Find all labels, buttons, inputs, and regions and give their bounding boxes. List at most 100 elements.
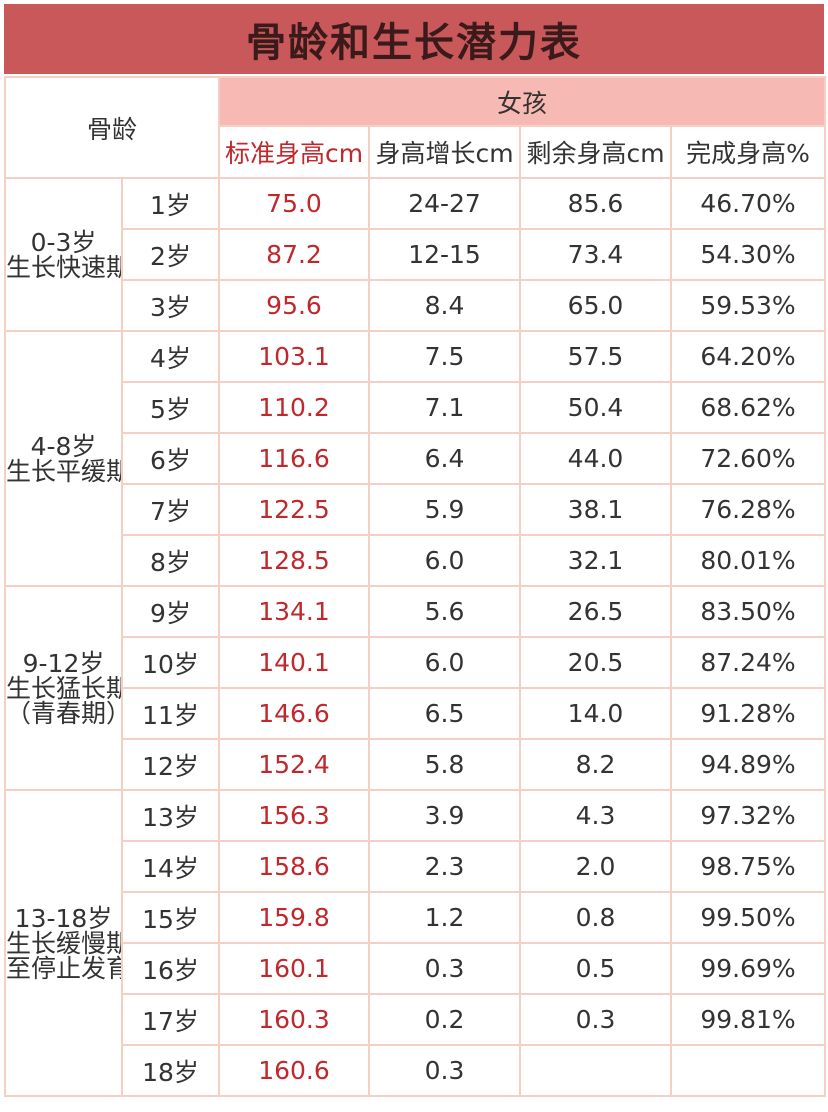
remaining-cell: 4.3 — [519, 789, 673, 842]
standard-height-cell: 122.5 — [218, 483, 371, 536]
table-row: 17岁 160.3 0.2 0.3 99.81% — [5, 993, 827, 1046]
table-row: 0-3岁 生长快速期 1岁 75.0 24-27 85.6 46.70% — [4, 177, 827, 332]
stage-label: 9-12岁 生长猛长期 （青春期） — [4, 585, 123, 791]
growth-cell: 12-15 — [368, 228, 522, 281]
age-cell: 16岁 — [120, 942, 221, 995]
complete-cell: 64.20% — [670, 330, 827, 383]
table-row: 11岁 146.6 6.5 14.0 91.28% — [5, 687, 827, 740]
remaining-cell: 32.1 — [519, 534, 673, 587]
standard-height-cell: 156.3 — [218, 789, 371, 842]
age-cell: 14岁 — [120, 840, 221, 893]
standard-height-cell: 160.6 — [218, 1044, 371, 1097]
standard-height-cell: 75.0 — [218, 177, 371, 230]
age-cell: 6岁 — [120, 432, 221, 485]
standard-height-cell: 128.5 — [218, 534, 371, 587]
header-group-girls: 女孩 — [218, 76, 827, 127]
growth-cell: 8.4 — [368, 279, 522, 332]
age-cell: 15岁 — [120, 891, 221, 944]
standard-height-cell: 95.6 — [218, 279, 371, 332]
standard-height-cell: 146.6 — [218, 687, 371, 740]
complete-cell: 80.01% — [670, 534, 827, 587]
age-cell: 3岁 — [120, 279, 221, 332]
growth-cell: 3.9 — [368, 789, 522, 842]
table-row: 6岁 116.6 6.4 44.0 72.60% — [5, 432, 827, 485]
remaining-cell: 57.5 — [519, 330, 673, 383]
standard-height-cell: 158.6 — [218, 840, 371, 893]
complete-cell: 87.24% — [670, 636, 827, 689]
complete-cell: 83.50% — [670, 585, 827, 638]
table-row: 4-8岁 生长平缓期 4岁 103.1 7.5 57.5 64.20% — [4, 330, 827, 587]
table-row: 9-12岁 生长猛长期 （青春期） 9岁 134.1 5.6 26.5 83.5… — [4, 585, 827, 791]
age-cell: 13岁 — [120, 789, 221, 842]
remaining-cell: 26.5 — [519, 585, 673, 638]
standard-height-cell: 103.1 — [218, 330, 371, 383]
remaining-cell: 0.5 — [519, 942, 673, 995]
complete-cell: 46.70% — [670, 177, 827, 230]
growth-cell: 6.4 — [368, 432, 522, 485]
table-row: 10岁 140.1 6.0 20.5 87.24% — [5, 636, 827, 689]
standard-height-cell: 140.1 — [218, 636, 371, 689]
age-cell: 11岁 — [120, 687, 221, 740]
column-header: 身高增长cm — [368, 125, 522, 179]
stage-label: 4-8岁 生长平缓期 — [4, 330, 123, 587]
remaining-cell: 44.0 — [519, 432, 673, 485]
table-row: 18岁 160.6 0.3 — [5, 1044, 827, 1097]
column-header: 完成身高% — [670, 125, 827, 179]
table-row: 12岁 152.4 5.8 8.2 94.89% — [5, 738, 827, 791]
complete-cell: 98.75% — [670, 840, 827, 893]
table-row: 8岁 128.5 6.0 32.1 80.01% — [5, 534, 827, 587]
remaining-cell: 0.8 — [519, 891, 673, 944]
complete-cell: 68.62% — [670, 381, 827, 434]
remaining-cell: 2.0 — [519, 840, 673, 893]
complete-cell: 94.89% — [670, 738, 827, 791]
complete-cell: 99.50% — [670, 891, 827, 944]
page-title: 骨龄和生长潜力表 — [4, 4, 824, 74]
standard-height-cell: 116.6 — [218, 432, 371, 485]
standard-height-cell: 159.8 — [218, 891, 371, 944]
complete-cell: 99.81% — [670, 993, 827, 1046]
age-cell: 1岁 — [120, 177, 221, 230]
age-cell: 9岁 — [120, 585, 221, 638]
growth-cell: 0.2 — [368, 993, 522, 1046]
complete-cell: 72.60% — [670, 432, 827, 485]
remaining-cell: 0.3 — [519, 993, 673, 1046]
stage-label: 13-18岁 生长缓慢期 至停止发育 — [4, 789, 123, 1097]
table-row: 7岁 122.5 5.9 38.1 76.28% — [5, 483, 827, 536]
age-cell: 18岁 — [120, 1044, 221, 1097]
column-header: 标准身高cm — [218, 125, 371, 179]
remaining-cell — [519, 1044, 673, 1097]
table-row: 16岁 160.1 0.3 0.5 99.69% — [5, 942, 827, 995]
table-row: 3岁 95.6 8.4 65.0 59.53% — [5, 279, 827, 332]
remaining-cell: 73.4 — [519, 228, 673, 281]
age-cell: 2岁 — [120, 228, 221, 281]
growth-cell: 0.3 — [368, 942, 522, 995]
standard-height-cell: 160.3 — [218, 993, 371, 1046]
growth-cell: 0.3 — [368, 1044, 522, 1097]
standard-height-cell: 160.1 — [218, 942, 371, 995]
stage-label: 0-3岁 生长快速期 — [4, 177, 123, 332]
complete-cell: 97.32% — [670, 789, 827, 842]
growth-cell: 6.5 — [368, 687, 522, 740]
complete-cell: 76.28% — [670, 483, 827, 536]
table-row: 15岁 159.8 1.2 0.8 99.50% — [5, 891, 827, 944]
age-cell: 7岁 — [120, 483, 221, 536]
remaining-cell: 14.0 — [519, 687, 673, 740]
growth-cell: 6.0 — [368, 534, 522, 587]
standard-height-cell: 152.4 — [218, 738, 371, 791]
age-cell: 12岁 — [120, 738, 221, 791]
growth-cell: 7.1 — [368, 381, 522, 434]
growth-cell: 5.9 — [368, 483, 522, 536]
remaining-cell: 65.0 — [519, 279, 673, 332]
growth-cell: 2.3 — [368, 840, 522, 893]
age-cell: 4岁 — [120, 330, 221, 383]
standard-height-cell: 134.1 — [218, 585, 371, 638]
growth-table: 骨龄 女孩 标准身高cm 身高增长cm 剩余身高cm 完成身高% 0-3岁 生长… — [3, 76, 827, 1097]
growth-cell: 1.2 — [368, 891, 522, 944]
complete-cell: 99.69% — [670, 942, 827, 995]
remaining-cell: 20.5 — [519, 636, 673, 689]
complete-cell — [670, 1044, 827, 1097]
remaining-cell: 38.1 — [519, 483, 673, 536]
growth-cell: 5.6 — [368, 585, 522, 638]
table-row: 5岁 110.2 7.1 50.4 68.62% — [5, 381, 827, 434]
growth-cell: 24-27 — [368, 177, 522, 230]
